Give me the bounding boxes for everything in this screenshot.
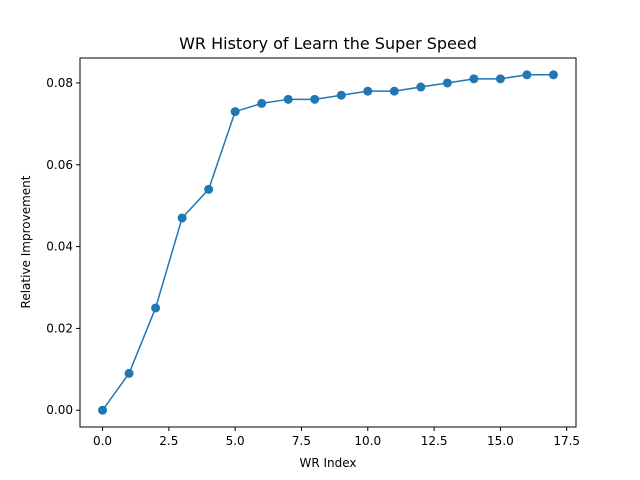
x-axis: 0.0 2.5 5.0 7.5 10.0 12.5 15.0 17.5 <box>93 427 580 448</box>
chart-title: WR History of Learn the Super Speed <box>179 34 477 53</box>
x-axis-title: WR Index <box>299 456 356 470</box>
data-point <box>257 98 267 108</box>
y-axis: 0.00 0.02 0.04 0.06 0.08 <box>46 76 80 417</box>
data-point <box>495 74 505 84</box>
data-point <box>98 405 108 415</box>
y-tick-label: 0.00 <box>46 403 73 417</box>
plot-area <box>98 70 558 415</box>
data-point <box>336 90 346 100</box>
data-point <box>416 82 426 92</box>
data-point <box>548 70 558 80</box>
data-point <box>124 368 134 378</box>
x-tick-label: 17.5 <box>553 434 580 448</box>
y-tick-label: 0.06 <box>46 158 73 172</box>
data-point <box>389 86 399 96</box>
data-point <box>442 78 452 88</box>
data-point <box>230 107 240 117</box>
y-tick-label: 0.04 <box>46 240 73 254</box>
x-tick-label: 2.5 <box>159 434 178 448</box>
x-tick-label: 7.5 <box>292 434 311 448</box>
data-point <box>151 303 161 313</box>
data-point <box>363 86 373 96</box>
data-point <box>469 74 479 84</box>
x-tick-label: 12.5 <box>421 434 448 448</box>
x-tick-label: 5.0 <box>226 434 245 448</box>
x-tick-label: 10.0 <box>354 434 381 448</box>
x-tick-label: 15.0 <box>487 434 514 448</box>
x-tick-label: 0.0 <box>93 434 112 448</box>
data-point <box>283 94 293 104</box>
y-tick-label: 0.08 <box>46 76 73 90</box>
data-point <box>177 213 187 223</box>
data-point <box>310 94 320 104</box>
data-point <box>204 184 214 194</box>
data-point <box>522 70 532 80</box>
y-tick-label: 0.02 <box>46 321 73 335</box>
y-axis-title: Relative Improvement <box>19 175 33 308</box>
axes-frame <box>79 57 577 428</box>
